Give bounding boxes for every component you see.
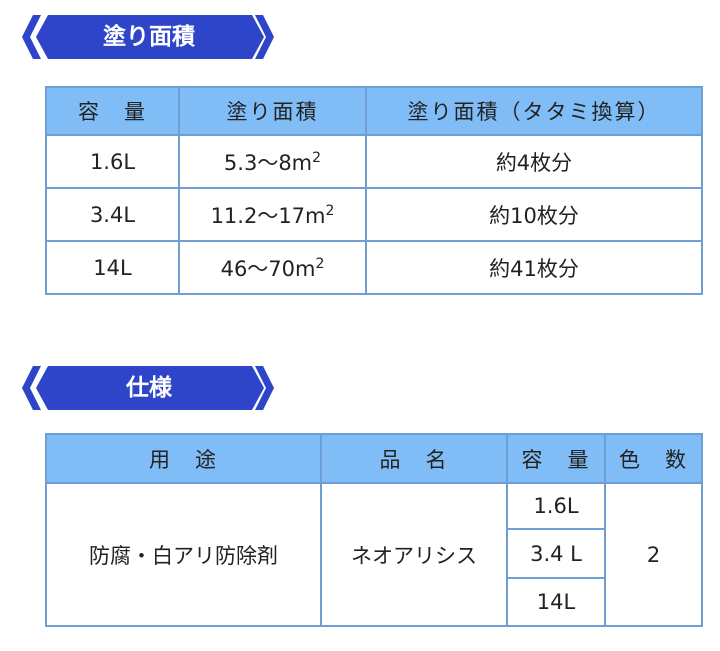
section-title: 仕様 (126, 375, 172, 401)
colors-cell: 2 (604, 482, 703, 627)
header-capacity: 容 量 (506, 433, 606, 484)
section-banner-spec: 仕様 (20, 366, 278, 410)
table-row: 1.6L 5.3〜8m2 約4枚分 (45, 134, 703, 189)
header-product: 品 名 (320, 433, 508, 484)
capacity-cell: 14L (506, 577, 606, 627)
use-cell: 防腐・白アリ防除剤 (45, 482, 322, 627)
coverage-table: 容 量 塗り面積 塗り面積（タタミ換算） 1.6L 5.3〜8m2 約4枚分 3… (45, 86, 703, 295)
section-title: 塗り面積 (103, 24, 195, 50)
banner-shape (22, 366, 274, 410)
tatami-cell: 約41枚分 (365, 240, 703, 295)
capacity-cell: 3.4 L (506, 528, 606, 579)
banner-shape (22, 15, 274, 59)
header-use: 用 途 (45, 433, 322, 484)
table-row: 14L 46〜70m2 約41枚分 (45, 240, 703, 295)
tatami-cell: 約4枚分 (365, 134, 703, 189)
capacity-cell: 3.4L (45, 187, 180, 242)
tatami-cell: 約10枚分 (365, 187, 703, 242)
section-banner-coverage: 塗り面積 (20, 15, 278, 59)
spec-table: 用 途 品 名 容 量 色 数 防腐・白アリ防除剤 ネオアリシス 1.6L 2 … (45, 433, 703, 627)
product-cell: ネオアリシス (320, 482, 508, 627)
capacity-cell: 1.6L (506, 482, 606, 530)
area-cell: 11.2〜17m2 (178, 187, 367, 242)
table-row: 3.4L 11.2〜17m2 約10枚分 (45, 187, 703, 242)
capacity-cell: 1.6L (45, 134, 180, 189)
capacity-cell: 14L (45, 240, 180, 295)
header-tatami: 塗り面積（タタミ換算） (365, 86, 703, 136)
header-area: 塗り面積 (178, 86, 367, 136)
area-cell: 5.3〜8m2 (178, 134, 367, 189)
header-capacity: 容 量 (45, 86, 180, 136)
header-colors: 色 数 (604, 433, 703, 484)
area-cell: 46〜70m2 (178, 240, 367, 295)
